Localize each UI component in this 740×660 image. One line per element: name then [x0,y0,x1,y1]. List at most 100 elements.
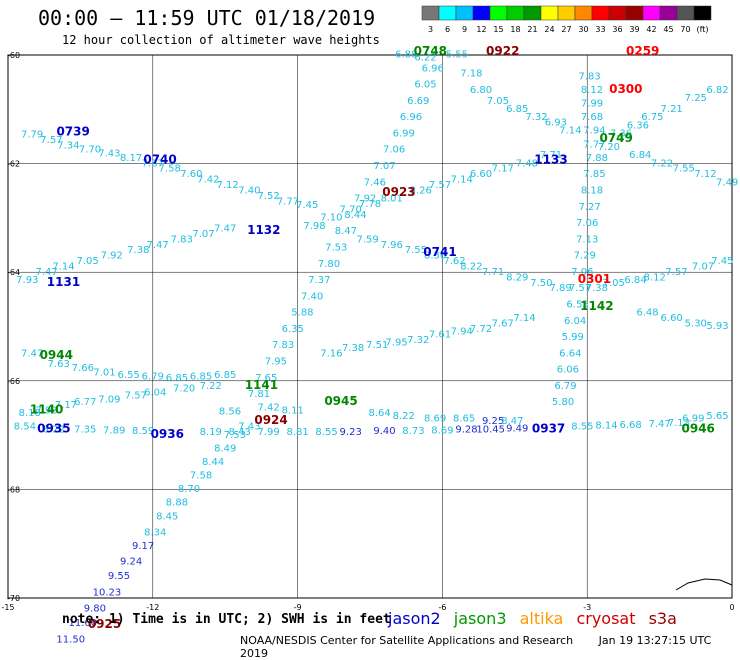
scale-label: 70 [680,25,690,34]
wave-height-value: 7.42 [258,403,280,414]
wave-height-value: 8.22 [43,424,65,435]
page-subtitle: 12 hour collection of altimeter wave hei… [62,33,380,47]
x-tick-label: -3 [583,603,591,612]
pass-time-label: 1140 [30,402,63,416]
x-tick-label: -9 [294,603,302,612]
scale-swatch [540,5,559,21]
wave-height-value: 7.10 [320,213,342,224]
wave-height-value: 7.59 [356,234,378,245]
wave-height-value: 7.17 [55,400,77,411]
scale-swatch [642,5,661,21]
wave-height-value: 6.60 [661,313,683,324]
wave-height-value: 7.16 [320,348,342,359]
wave-height-value: 8.69 [431,425,453,436]
wave-height-value: 7.14 [451,175,473,186]
scale-label: 27 [561,25,571,34]
wave-height-value: 7.45 [296,200,318,211]
wave-height-value: 6.88 [395,50,417,61]
wave-height-value: 7.22 [651,158,673,169]
wave-height-value: 7.36 [610,128,632,139]
wave-height-value: 7.21 [661,104,683,115]
scale-swatch [438,5,457,21]
wave-height-value: 6.96 [422,63,444,74]
scale-swatch [608,5,627,21]
wave-height-value: 8.59 [132,426,154,437]
wave-height-value: 7.12 [216,180,238,191]
wave-height-value: 7.70 [79,145,101,156]
pass-time-label: 0946 [682,421,715,435]
wave-height-value: 7.96 [381,240,403,251]
wave-height-value: 7.35 [74,424,96,435]
wave-height-value: 6.55 [118,370,140,381]
wave-height-value: 8.18 [19,408,41,419]
pass-time-label: 0748 [414,44,447,58]
wave-height-value: 7.18 [460,69,482,80]
wave-height-value: 7.71 [482,267,504,278]
scale-swatch [591,5,610,21]
wave-height-value: 8.22 [460,261,482,272]
wave-height-value: 7.47 [648,419,670,430]
wave-height-value: 7.93 [35,405,57,416]
wave-height-value: 7.22 [200,381,222,392]
wave-height-value: 7.09 [98,395,120,406]
wave-height-value: 7.14 [513,313,535,324]
x-tick-label: 0 [729,603,734,612]
wave-height-value: 7.06 [576,218,598,229]
wave-height-value: 7.07 [373,161,395,172]
wave-height-value: 7.85 [583,169,605,180]
wave-height-value: 7.01 [93,367,115,378]
y-tick-label: -60 [7,51,20,60]
wave-height-value: 7.66 [72,363,94,374]
color-scale-legend: 3 6 9 12 15 18 21 24 27 30 33 36 39 42 45 70 (ft) [421,5,712,34]
scale-swatch [625,5,644,21]
wave-height-value: 8.29 [506,272,528,283]
wave-height-value: 6.85 [190,372,212,383]
pass-time-label: 0925 [88,617,121,631]
pass-time-label: 1142 [580,299,613,313]
wave-height-value: 7.98 [303,221,325,232]
wave-height-value: 6.99 [393,128,415,139]
scale-swatch [421,5,440,21]
wave-height-value: 6.80 [470,85,492,96]
wave-height-value: 8.36 [424,251,446,262]
wave-height-value: 6.04 [144,387,166,398]
scale-label: 3 [428,25,433,34]
wave-height-value: 7.92 [101,251,123,262]
wave-height-value: 8.54 [14,422,36,433]
y-tick-label: -68 [7,485,20,494]
wave-height-value: 8.55 [315,427,337,438]
wave-height-value: 7.49 [716,177,738,188]
wave-height-value: 6.68 [620,420,642,431]
wave-height-value: 8.44 [344,210,366,221]
wave-height-value: 6.60 [470,169,492,180]
pass-time-label: 0944 [40,348,73,362]
wave-height-value: 6.84 [629,150,651,161]
wave-height-value: 7.20 [173,384,195,395]
scale-label: 42 [646,25,656,34]
wave-height-value: 5.88 [291,308,313,319]
scale-label: 39 [629,25,639,34]
wave-height-value: 9.40 [373,426,395,437]
wave-height-value: 9.23 [340,427,362,438]
wave-height-value: 8.64 [369,408,391,419]
pass-time-label: 0301 [578,272,611,286]
wave-height-value: 7.67 [492,319,514,330]
pass-time-label: 0739 [56,124,89,138]
wave-height-value: 7.57 [569,283,591,294]
wave-height-value: 6.35 [282,324,304,335]
wave-height-points: 7.797.577.34 7.707.43 8.17 7.877.58 7.607.42… [14,50,739,646]
wave-height-value: 8.44 [202,457,224,468]
wave-height-value: 7.88 [586,153,608,164]
y-tick-label: -66 [7,377,20,386]
wave-height-value: 7.68 [581,112,603,123]
wave-height-value: 6.36 [627,120,649,131]
wave-height-value: 8.56 [219,406,241,417]
wave-height-value: 6.85 [214,370,236,381]
scale-label: 24 [544,25,554,34]
wave-height-value: 7.95 [265,357,287,368]
wave-height-value: 7.38 [127,245,149,256]
scale-swatch [693,5,712,21]
wave-height-value: 7.40 [301,291,323,302]
scale-swatch [574,5,593,21]
